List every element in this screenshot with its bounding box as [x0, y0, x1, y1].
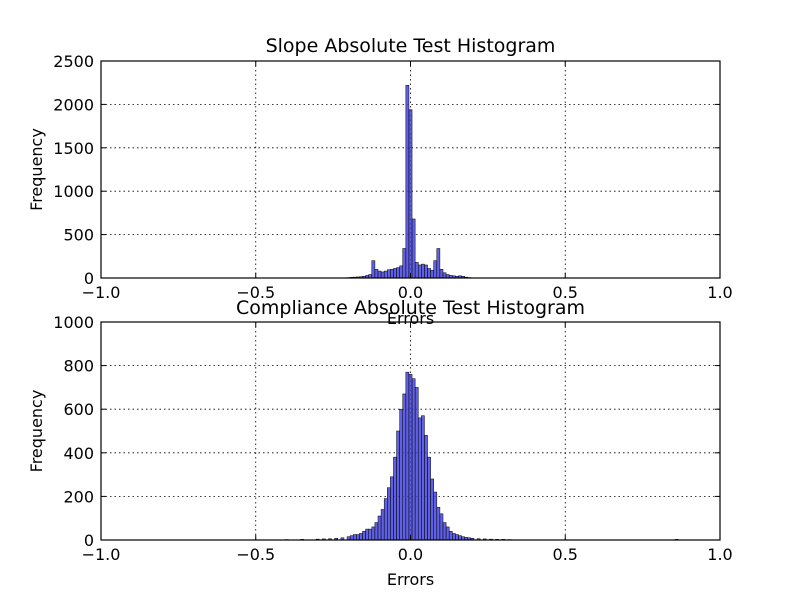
- slope-histogram-bar: [436, 248, 441, 279]
- slope-x-tick-label: 0.5: [553, 283, 578, 302]
- slope-y-tick-label: 0: [84, 269, 94, 288]
- compliance-histogram-bar: [439, 513, 444, 541]
- compliance-histogram-bar: [393, 456, 397, 541]
- slope-y-tick-label: 1500: [53, 139, 94, 158]
- compliance-histogram-bar: [455, 534, 459, 541]
- slope-histogram-bar: [383, 270, 388, 279]
- slope-histogram-bar: [380, 271, 385, 279]
- compliance-histogram-bar: [387, 487, 391, 541]
- compliance-histogram-bar: [436, 507, 441, 541]
- compliance-y-axis-label: Frequency: [27, 390, 46, 473]
- compliance-x-axis-label: Errors: [387, 570, 434, 589]
- compliance-x-tick-label: −1.0: [82, 545, 121, 564]
- compliance-histogram-bar: [424, 435, 428, 541]
- slope-x-tick-label: −1.0: [82, 283, 121, 302]
- compliance-histogram-bar: [402, 393, 407, 541]
- compliance-y-tick-label: 800: [63, 357, 94, 376]
- slope-x-tick-label: −0.5: [236, 283, 275, 302]
- slope-histogram-bar: [433, 260, 438, 279]
- slope-y-tick-label: 2000: [53, 95, 94, 114]
- slope-histogram-bar: [408, 109, 413, 279]
- compliance-x-tick-label: 0.5: [553, 545, 578, 564]
- slope-histogram-bar: [371, 260, 376, 279]
- compliance-histogram-bar: [390, 476, 394, 541]
- compliance-histogram-bar: [383, 498, 388, 541]
- slope-histogram-bar: [402, 248, 407, 279]
- slope-histogram-bar: [396, 267, 400, 279]
- slope-histogram-bar: [399, 265, 404, 279]
- compliance-histogram-bar: [417, 417, 422, 541]
- compliance-histogram-bar: [445, 526, 450, 541]
- slope-ticks: −1.0 −0.5 0.0 0.5 1.0 0 500 1000 1500 2000 2500: [53, 52, 732, 302]
- slope-histogram-bar: [439, 269, 444, 279]
- compliance-histogram-bar: [405, 371, 410, 541]
- compliance-histogram-chart: −1.0 −0.5 0.0 0.5 1.0 0 200 400 600 800 1000 Compl…: [27, 297, 733, 589]
- compliance-histogram-bar: [349, 535, 354, 541]
- compliance-histogram-bar: [356, 534, 360, 541]
- compliance-histogram-bar: [396, 430, 400, 541]
- compliance-histogram-bar: [452, 533, 456, 541]
- compliance-histogram-bar: [421, 415, 425, 541]
- compliance-x-tick-label: 1.0: [707, 545, 732, 564]
- compliance-histogram-bar: [430, 478, 434, 541]
- compliance-histogram-bar: [433, 491, 438, 541]
- compliance-y-tick-label: 400: [63, 444, 94, 463]
- slope-histogram-bar: [427, 268, 431, 279]
- slope-histogram-bar: [414, 262, 419, 279]
- compliance-x-tick-label: 0.0: [398, 545, 423, 564]
- compliance-histogram-bar: [352, 534, 357, 541]
- slope-histogram-bar: [405, 85, 410, 279]
- slope-histogram-bar: [421, 263, 425, 279]
- compliance-y-tick-label: 200: [63, 487, 94, 506]
- compliance-histogram-bar: [374, 522, 379, 541]
- slope-histogram-bar: [442, 272, 447, 279]
- slope-histogram-bar: [390, 269, 394, 279]
- compliance-histogram-bar: [365, 528, 369, 541]
- slope-y-tick-label: 1000: [53, 182, 94, 201]
- slope-x-axis-label: Errors: [387, 309, 434, 328]
- compliance-histogram-bar: [448, 531, 453, 541]
- compliance-histogram-bar: [399, 408, 404, 541]
- compliance-bars: [284, 371, 679, 541]
- compliance-histogram-bar: [371, 526, 376, 541]
- slope-histogram-bar: [417, 264, 422, 279]
- slope-y-tick-label: 500: [63, 226, 94, 245]
- slope-histogram-bar: [424, 264, 428, 279]
- compliance-histogram-bar: [414, 387, 419, 541]
- compliance-y-tick-label: 600: [63, 400, 94, 419]
- compliance-histogram-bar: [377, 515, 382, 541]
- slope-histogram-bar: [374, 269, 379, 279]
- compliance-ticks: −1.0 −0.5 0.0 0.5 1.0 0 200 400 600 800 1000: [53, 313, 732, 564]
- compliance-histogram-bar: [427, 456, 431, 541]
- compliance-histogram-bar: [411, 378, 416, 541]
- slope-histogram-bar: [387, 269, 391, 279]
- compliance-y-tick-label: 0: [84, 531, 94, 550]
- compliance-chart-title: Compliance Absolute Test Histogram: [236, 297, 585, 319]
- compliance-histogram-bar: [442, 522, 447, 541]
- slope-histogram-bar: [393, 268, 397, 279]
- compliance-histogram-bar: [380, 509, 385, 541]
- slope-chart-title: Slope Absolute Test Histogram: [266, 35, 556, 57]
- compliance-histogram-bar: [359, 533, 363, 541]
- slope-histogram-bar: [377, 270, 382, 279]
- slope-histogram-bar: [430, 269, 434, 279]
- compliance-histogram-bar: [368, 528, 373, 541]
- slope-histogram-chart: −1.0 −0.5 0.0 0.5 1.0 0 500 1000 1500 2000 2500 Sl…: [27, 35, 733, 328]
- compliance-histogram-bar: [362, 531, 366, 541]
- compliance-x-tick-label: −0.5: [236, 545, 275, 564]
- slope-y-tick-label: 2500: [53, 52, 94, 71]
- slope-histogram-bar: [411, 218, 416, 279]
- slope-y-axis-label: Frequency: [27, 128, 46, 211]
- slope-x-tick-label: 0.0: [398, 283, 423, 302]
- compliance-histogram-bar: [458, 535, 462, 541]
- compliance-y-tick-label: 1000: [53, 313, 94, 332]
- compliance-histogram-bar: [408, 374, 413, 541]
- slope-x-tick-label: 1.0: [707, 283, 732, 302]
